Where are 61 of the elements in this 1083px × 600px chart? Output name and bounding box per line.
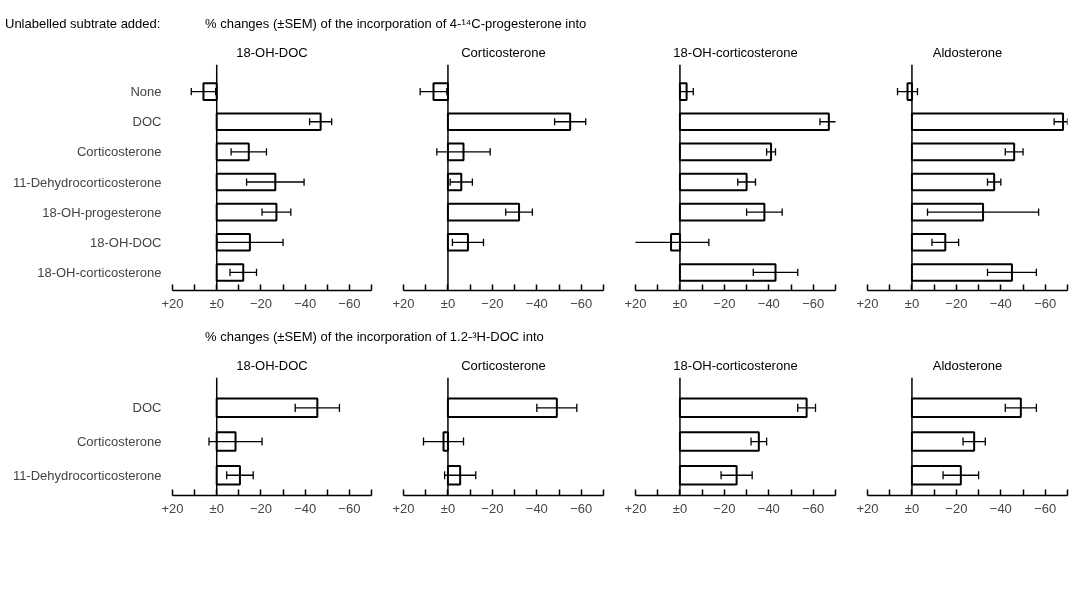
x-tick-label: −20 (713, 295, 736, 311)
x-tick-label: ±0 (904, 295, 920, 311)
x-tick-label: ±0 (904, 500, 920, 516)
x-tick-label: −60 (802, 295, 825, 311)
chart-title: Aldosterone (932, 44, 1003, 60)
x-tick-label: −20 (249, 295, 272, 311)
x-tick-label: −20 (481, 500, 504, 516)
chart-title: Aldosterone (932, 357, 1003, 373)
y-tick-label: 18-OH-DOC (89, 234, 162, 250)
x-tick-label: +20 (624, 295, 647, 311)
y-tick-label: 11-Dehydrocorticosterone (12, 174, 162, 190)
x-tick-label: −60 (1034, 295, 1057, 311)
x-tick-label: −60 (570, 295, 593, 311)
text: % changes (±SEM) of the incorporation of 1.2-³H-DOC into (205, 328, 544, 345)
chart-title: 18-OH-DOC (236, 44, 308, 60)
x-tick-label: ±0 (440, 500, 456, 516)
x-tick-label: +20 (161, 295, 184, 311)
chart-title: Corticosterone (461, 44, 546, 60)
x-tick-label: +20 (856, 500, 879, 516)
x-tick-label: −40 (989, 500, 1012, 516)
x-tick-label: +20 (856, 295, 879, 311)
x-tick-label: −40 (525, 295, 548, 311)
y-tick-label: 11-Dehydrocorticosterone (12, 467, 162, 483)
x-tick-label: −60 (802, 500, 825, 516)
x-tick-label: ±0 (672, 500, 688, 516)
y-tick-label: None (130, 84, 162, 100)
x-tick-label: −20 (249, 500, 272, 516)
chart-title: 18-OH-DOC (236, 357, 308, 373)
x-tick-label: −20 (945, 500, 968, 516)
text: Unlabelled subtrate added: (5, 16, 161, 32)
x-tick-label: +20 (392, 295, 415, 311)
y-tick-label: DOC (132, 114, 162, 130)
y-tick-label: DOC (132, 400, 162, 416)
x-tick-label: −20 (945, 295, 968, 311)
chart-title: 18-OH-corticosterone (673, 44, 798, 60)
x-tick-label: −40 (757, 500, 780, 516)
x-tick-label: ±0 (440, 295, 456, 311)
x-tick-label: −60 (1034, 500, 1057, 516)
chart-title: 18-OH-corticosterone (673, 357, 798, 373)
x-tick-label: −40 (989, 295, 1012, 311)
x-tick-label: +20 (624, 500, 647, 516)
x-tick-label: ±0 (672, 295, 688, 311)
x-tick-label: −20 (481, 295, 504, 311)
x-tick-label: −40 (757, 295, 780, 311)
x-tick-label: +20 (392, 500, 415, 516)
y-tick-label: 18-OH-corticosterone (37, 264, 162, 280)
y-tick-label: Corticosterone (76, 433, 162, 449)
x-tick-label: −40 (525, 500, 548, 516)
x-tick-label: −60 (338, 295, 361, 311)
x-tick-label: −40 (294, 295, 317, 311)
y-tick-label: 18-OH-progesterone (42, 204, 162, 220)
x-tick-label: −60 (570, 500, 593, 516)
x-tick-label: −60 (338, 500, 361, 516)
x-tick-label: +20 (161, 500, 184, 516)
text: % changes (±SEM) of the incorporation of 4-¹⁴C-progesterone into (205, 16, 587, 32)
chart-title: Corticosterone (461, 357, 546, 373)
x-tick-label: −20 (713, 500, 736, 516)
x-tick-label: ±0 (209, 295, 224, 311)
x-tick-label: ±0 (209, 500, 224, 516)
y-tick-label: Corticosterone (76, 144, 162, 160)
x-tick-label: −40 (294, 500, 317, 516)
